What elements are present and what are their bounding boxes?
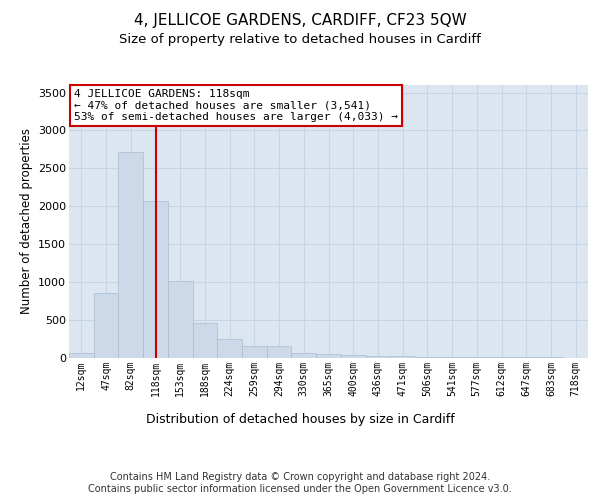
Bar xyxy=(242,346,267,358)
Bar xyxy=(267,346,292,358)
Text: Distribution of detached houses by size in Cardiff: Distribution of detached houses by size … xyxy=(146,412,454,426)
Y-axis label: Number of detached properties: Number of detached properties xyxy=(20,128,32,314)
Bar xyxy=(94,293,118,358)
Text: 4, JELLICOE GARDENS, CARDIFF, CF23 5QW: 4, JELLICOE GARDENS, CARDIFF, CF23 5QW xyxy=(134,12,466,28)
Bar xyxy=(365,356,390,358)
Bar xyxy=(118,152,143,358)
Bar xyxy=(168,281,193,357)
Bar xyxy=(390,356,415,358)
Text: Size of property relative to detached houses in Cardiff: Size of property relative to detached ho… xyxy=(119,32,481,46)
Bar xyxy=(316,354,341,358)
Bar xyxy=(292,352,316,358)
Bar xyxy=(217,340,242,357)
Text: 4 JELLICOE GARDENS: 118sqm
← 47% of detached houses are smaller (3,541)
53% of s: 4 JELLICOE GARDENS: 118sqm ← 47% of deta… xyxy=(74,89,398,122)
Text: Contains HM Land Registry data © Crown copyright and database right 2024.
Contai: Contains HM Land Registry data © Crown c… xyxy=(88,472,512,494)
Bar xyxy=(415,356,440,358)
Bar xyxy=(341,355,365,358)
Bar xyxy=(69,354,94,358)
Bar xyxy=(143,201,168,358)
Bar xyxy=(193,324,217,358)
